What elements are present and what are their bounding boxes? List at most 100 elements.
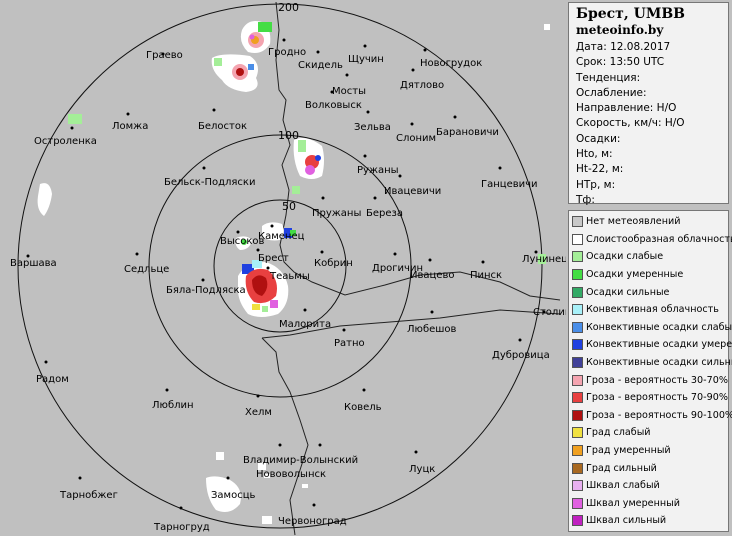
city-dot (201, 278, 205, 282)
legend-item: Град сильный (571, 459, 726, 477)
legend-item: Осадки сильные (571, 283, 726, 301)
city-label: Береза (366, 208, 403, 219)
side-panel: Брест, UMBB meteoinfo.by Дата: 12.08.201… (566, 0, 732, 536)
city-dot (414, 450, 418, 454)
legend-swatch (572, 339, 583, 351)
legend-item: Конвективные осадки сильные (571, 354, 732, 372)
legend-swatch (572, 409, 583, 421)
info-speed: Скорость, км/ч: Н/О (576, 117, 685, 130)
legend-label: Шквал сильный (586, 515, 667, 527)
city-dot (44, 360, 48, 364)
city-label: Тарнобжег (59, 490, 118, 501)
city-label: Барановичи (436, 127, 499, 138)
city-dot (270, 224, 274, 228)
city-dot (78, 476, 82, 480)
legend-swatch (572, 233, 583, 245)
city-label: Люблин (152, 400, 194, 411)
city-label: Новогрудок (420, 58, 482, 69)
station-title: Брест, UMBB (576, 6, 685, 22)
legend-label: Нет метеоявлений (586, 216, 681, 228)
city-dot (518, 338, 522, 342)
legend-swatch (572, 374, 583, 386)
city-dot (366, 110, 370, 114)
legend-label: Осадки умеренные (586, 269, 684, 281)
legend-label: Конвективные осадки умерен. (586, 339, 732, 351)
legend-swatch (572, 445, 583, 457)
city-label: Ивацево (410, 270, 454, 281)
city-label: Дрогичин (372, 263, 423, 274)
city-label: Ломжа (112, 121, 148, 132)
city-label: Ивацевичи (384, 186, 441, 197)
legend-label: Гроза - вероятность 30-70% (586, 374, 728, 386)
border-line (275, 1, 561, 301)
city-dot (411, 68, 415, 72)
legend-label: Град сильный (586, 462, 657, 474)
city-label: Белосток (198, 121, 247, 132)
legend-swatch (572, 480, 583, 492)
border-line (261, 309, 561, 339)
legend-item: Гроза - вероятность 90-100% (571, 407, 732, 425)
city-dot (256, 394, 260, 398)
city-label: Ганцевичи (481, 179, 538, 190)
city-dot (303, 308, 307, 312)
ring-label-100: 100 (278, 129, 299, 142)
city-label: Радом (36, 374, 69, 385)
city-dot (278, 443, 282, 447)
legend-label: Шквал умеренный (586, 497, 680, 509)
info-hto: Hto, м: (576, 148, 613, 161)
legend-label: Град умеренный (586, 445, 671, 457)
city-label: Зельва (354, 122, 391, 133)
legend-swatch (572, 269, 583, 281)
radar-echoes (37, 21, 550, 524)
legend-swatch (572, 357, 583, 369)
city-label: Варшава (10, 258, 57, 269)
city-label: Ратно (334, 338, 365, 349)
info-precip: Осадки: (576, 132, 621, 145)
legend-swatch (572, 286, 583, 298)
city-dot (236, 230, 240, 234)
info-trend: Тенденция: (576, 71, 641, 84)
city-dot (542, 310, 546, 314)
city-label: Столин (533, 307, 566, 318)
city-dot (410, 122, 414, 126)
city-label: Слоним (396, 133, 436, 144)
legend-swatch (572, 251, 583, 263)
city-dot (26, 254, 30, 258)
city-dot (362, 388, 366, 392)
city-dot (398, 174, 402, 178)
legend-label: Слоистообразная облачность (586, 233, 732, 245)
city-label: Высоков (220, 236, 265, 247)
city-dot (330, 90, 334, 94)
city-dot (430, 310, 434, 314)
info-time: Срок: 13:50 UTC (576, 56, 665, 69)
ring-label-200: 200 (278, 1, 299, 14)
info-direction: Направление: Н/О (576, 102, 677, 115)
city-label: Кобрин (314, 258, 353, 269)
legend-item: Гроза - вероятность 70-90% (571, 389, 728, 407)
legend-item: Конвективная облачность (571, 301, 726, 319)
city-dot (316, 50, 320, 54)
city-label: Бельск-Подляски (164, 177, 255, 188)
city-dot (481, 260, 485, 264)
city-dot (266, 266, 270, 270)
legend-item: Шквал слабый (571, 477, 726, 495)
info-ht22: Ht-22, м: (576, 163, 624, 176)
legend-label: Гроза - вероятность 90-100% (586, 409, 732, 421)
city-dot (70, 126, 74, 130)
city-label: Бяла-Подляска (166, 285, 246, 296)
city-label: Замосць (211, 490, 256, 501)
legend-label: Осадки слабые (586, 251, 664, 263)
city-dot (126, 112, 130, 116)
city-label: Нововолынск (256, 469, 326, 480)
city-dot (161, 52, 165, 56)
city-label: Гродно (268, 47, 306, 58)
city-label: Дубровица (492, 350, 550, 361)
legend-swatch (572, 515, 583, 527)
city-layer: Гродно Скидель Щучин Новогрудок Граево Д… (10, 38, 566, 533)
city-dot (312, 503, 316, 507)
city-dot (342, 328, 346, 332)
city-label: Владимир-Волынский (243, 455, 358, 466)
city-label: Щучин (348, 54, 384, 65)
legend-swatch (572, 392, 583, 404)
city-label: Каменец (258, 231, 305, 242)
